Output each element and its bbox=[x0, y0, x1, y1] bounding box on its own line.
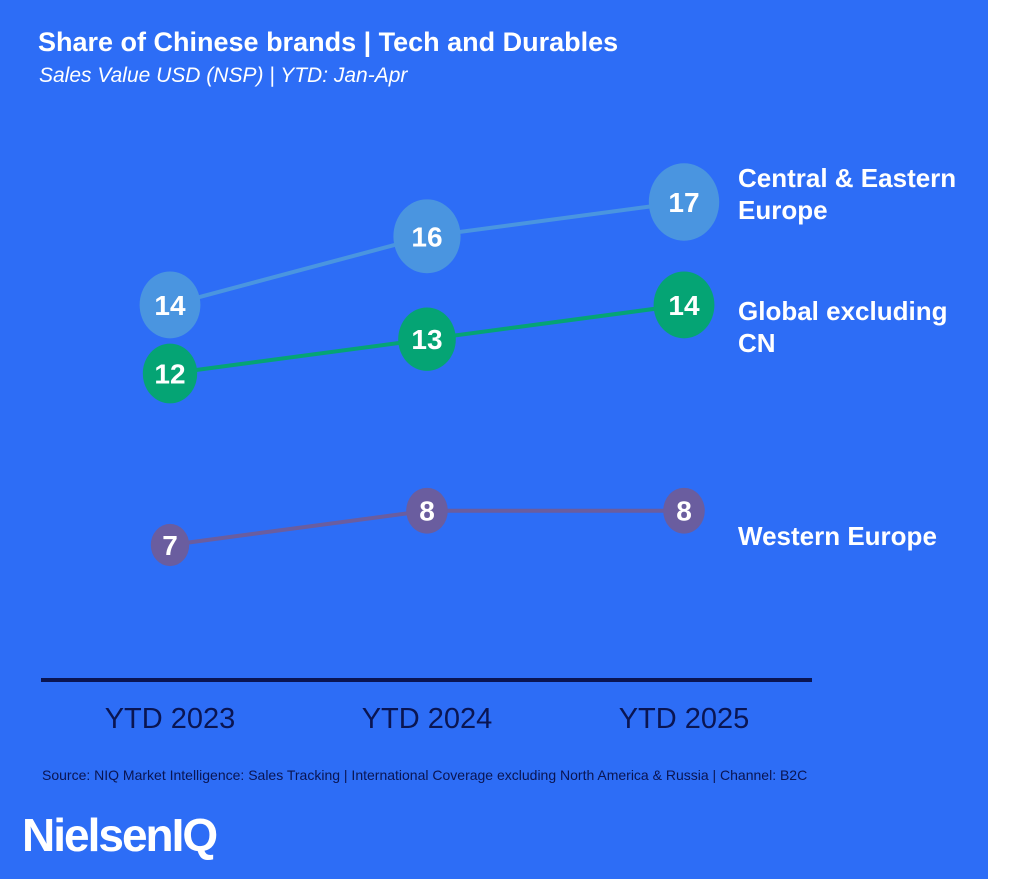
data-point bbox=[150, 523, 190, 567]
data-label: 17 bbox=[668, 187, 699, 218]
data-label: 8 bbox=[419, 496, 435, 527]
line-chart: YTD 2023 YTD 2024 YTD 2025 14 16 17 12 13 14 7 8 8 bbox=[41, 163, 812, 735]
series-label-central-eastern-europe: Central & Eastern Europe bbox=[738, 163, 957, 225]
data-label: 8 bbox=[676, 496, 692, 527]
series-label-global-excluding-cn: Global excluding CN bbox=[738, 296, 948, 358]
data-point bbox=[663, 487, 705, 534]
chart-title: Share of Chinese brands | Tech and Durab… bbox=[38, 27, 619, 57]
nielseniq-logo: NielsenIQ bbox=[22, 809, 218, 861]
data-label: 13 bbox=[411, 324, 442, 355]
data-label: 7 bbox=[162, 530, 178, 561]
data-label: 16 bbox=[411, 221, 442, 252]
data-point bbox=[398, 307, 456, 371]
data-point bbox=[139, 271, 201, 339]
data-point bbox=[653, 271, 715, 339]
series-label-western-europe: Western Europe bbox=[738, 521, 937, 551]
chart-subtitle: Sales Value USD (NSP) | YTD: Jan-Apr bbox=[39, 64, 408, 87]
data-point bbox=[142, 343, 198, 404]
data-label: 12 bbox=[154, 359, 185, 390]
chart-panel bbox=[0, 0, 988, 879]
x-tick-label: YTD 2024 bbox=[362, 703, 493, 735]
x-tick-label: YTD 2023 bbox=[105, 703, 236, 735]
data-point bbox=[393, 199, 461, 274]
data-label: 14 bbox=[668, 290, 700, 321]
x-tick-label: YTD 2025 bbox=[619, 703, 750, 735]
data-point bbox=[406, 487, 448, 534]
data-label: 14 bbox=[154, 290, 186, 321]
source-note: Source: NIQ Market Intelligence: Sales T… bbox=[42, 767, 808, 783]
data-point bbox=[648, 163, 720, 241]
